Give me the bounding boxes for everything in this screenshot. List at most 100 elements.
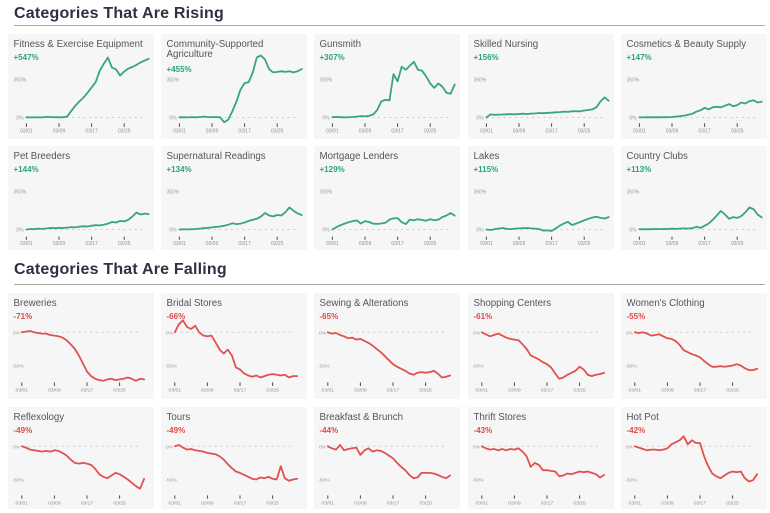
svg-text:-50%: -50%: [165, 363, 177, 369]
svg-text:03/01: 03/01: [629, 387, 642, 393]
svg-text:03/25: 03/25: [118, 128, 131, 134]
svg-text:350%: 350%: [474, 190, 487, 196]
svg-text:03/09: 03/09: [206, 241, 219, 247]
svg-text:03/25: 03/25: [573, 387, 586, 393]
svg-text:350%: 350%: [14, 190, 27, 196]
svg-text:-50%: -50%: [318, 477, 330, 483]
svg-text:03/17: 03/17: [545, 241, 558, 247]
svg-text:03/01: 03/01: [633, 128, 646, 134]
svg-text:03/17: 03/17: [387, 387, 400, 393]
svg-text:03/01: 03/01: [476, 387, 489, 393]
svg-text:-50%: -50%: [165, 477, 177, 483]
svg-text:03/09: 03/09: [354, 387, 367, 393]
svg-text:0%: 0%: [476, 228, 484, 234]
svg-text:03/25: 03/25: [266, 387, 279, 393]
svg-text:03/17: 03/17: [541, 500, 554, 506]
svg-text:03/01: 03/01: [16, 387, 29, 393]
svg-text:0%: 0%: [626, 330, 634, 336]
svg-text:-50%: -50%: [12, 363, 24, 369]
svg-text:03/01: 03/01: [480, 241, 493, 247]
svg-text:-50%: -50%: [625, 477, 637, 483]
svg-text:0%: 0%: [322, 228, 330, 234]
svg-text:0%: 0%: [473, 330, 481, 336]
svg-text:03/09: 03/09: [206, 128, 219, 134]
svg-text:-50%: -50%: [472, 363, 484, 369]
svg-text:03/17: 03/17: [694, 500, 707, 506]
svg-text:0%: 0%: [16, 228, 24, 234]
svg-text:03/17: 03/17: [234, 500, 247, 506]
svg-text:03/09: 03/09: [666, 241, 679, 247]
svg-text:03/25: 03/25: [573, 500, 586, 506]
svg-text:0%: 0%: [319, 330, 327, 336]
svg-text:03/09: 03/09: [661, 387, 674, 393]
svg-text:03/25: 03/25: [271, 241, 284, 247]
svg-text:03/25: 03/25: [731, 241, 744, 247]
svg-text:350%: 350%: [627, 78, 640, 84]
svg-text:0%: 0%: [626, 444, 634, 450]
svg-text:0%: 0%: [473, 444, 481, 450]
svg-text:03/17: 03/17: [85, 241, 98, 247]
svg-text:03/17: 03/17: [694, 387, 707, 393]
svg-text:-50%: -50%: [12, 477, 24, 483]
svg-text:350%: 350%: [167, 78, 180, 84]
svg-text:-50%: -50%: [625, 363, 637, 369]
svg-text:0%: 0%: [166, 444, 174, 450]
svg-text:03/25: 03/25: [578, 241, 591, 247]
svg-text:350%: 350%: [14, 78, 27, 84]
svg-text:0%: 0%: [13, 330, 21, 336]
svg-text:03/01: 03/01: [173, 241, 186, 247]
svg-text:03/17: 03/17: [391, 241, 404, 247]
svg-text:03/25: 03/25: [113, 387, 126, 393]
svg-text:03/09: 03/09: [661, 500, 674, 506]
svg-text:03/01: 03/01: [173, 128, 186, 134]
svg-text:03/17: 03/17: [387, 500, 400, 506]
svg-text:03/17: 03/17: [81, 387, 94, 393]
svg-text:03/09: 03/09: [666, 128, 679, 134]
svg-text:03/25: 03/25: [419, 387, 432, 393]
svg-text:03/25: 03/25: [726, 500, 739, 506]
svg-text:03/09: 03/09: [513, 128, 526, 134]
svg-text:03/25: 03/25: [266, 500, 279, 506]
svg-text:03/09: 03/09: [53, 128, 66, 134]
svg-text:03/17: 03/17: [698, 128, 711, 134]
svg-text:0%: 0%: [166, 330, 174, 336]
svg-text:03/17: 03/17: [238, 241, 251, 247]
svg-text:03/25: 03/25: [118, 241, 131, 247]
svg-text:03/09: 03/09: [201, 500, 214, 506]
svg-text:03/25: 03/25: [419, 500, 432, 506]
svg-text:03/09: 03/09: [53, 241, 66, 247]
svg-text:0%: 0%: [322, 116, 330, 122]
svg-text:03/09: 03/09: [354, 500, 367, 506]
svg-text:03/09: 03/09: [201, 387, 214, 393]
svg-text:03/09: 03/09: [508, 500, 521, 506]
svg-text:03/01: 03/01: [326, 241, 339, 247]
svg-text:03/01: 03/01: [480, 128, 493, 134]
svg-text:0%: 0%: [169, 228, 177, 234]
svg-text:03/01: 03/01: [169, 387, 182, 393]
svg-text:03/17: 03/17: [541, 387, 554, 393]
svg-text:0%: 0%: [169, 116, 177, 122]
svg-text:03/01: 03/01: [633, 241, 646, 247]
svg-text:03/25: 03/25: [424, 241, 437, 247]
svg-text:350%: 350%: [474, 78, 487, 84]
svg-text:03/01: 03/01: [322, 387, 335, 393]
svg-text:03/17: 03/17: [234, 387, 247, 393]
svg-text:03/17: 03/17: [391, 128, 404, 134]
svg-text:03/25: 03/25: [424, 128, 437, 134]
svg-text:03/09: 03/09: [513, 241, 526, 247]
svg-text:350%: 350%: [627, 190, 640, 196]
svg-text:03/17: 03/17: [545, 128, 558, 134]
svg-text:-50%: -50%: [472, 477, 484, 483]
svg-text:03/01: 03/01: [169, 500, 182, 506]
svg-text:03/17: 03/17: [85, 128, 98, 134]
svg-text:03/25: 03/25: [113, 500, 126, 506]
svg-text:03/01: 03/01: [322, 500, 335, 506]
svg-text:03/25: 03/25: [578, 128, 591, 134]
svg-text:03/01: 03/01: [326, 128, 339, 134]
svg-text:03/01: 03/01: [20, 128, 33, 134]
svg-text:03/01: 03/01: [16, 500, 29, 506]
svg-text:03/25: 03/25: [731, 128, 744, 134]
svg-text:03/09: 03/09: [359, 128, 372, 134]
svg-text:03/17: 03/17: [81, 500, 94, 506]
svg-text:03/17: 03/17: [238, 128, 251, 134]
